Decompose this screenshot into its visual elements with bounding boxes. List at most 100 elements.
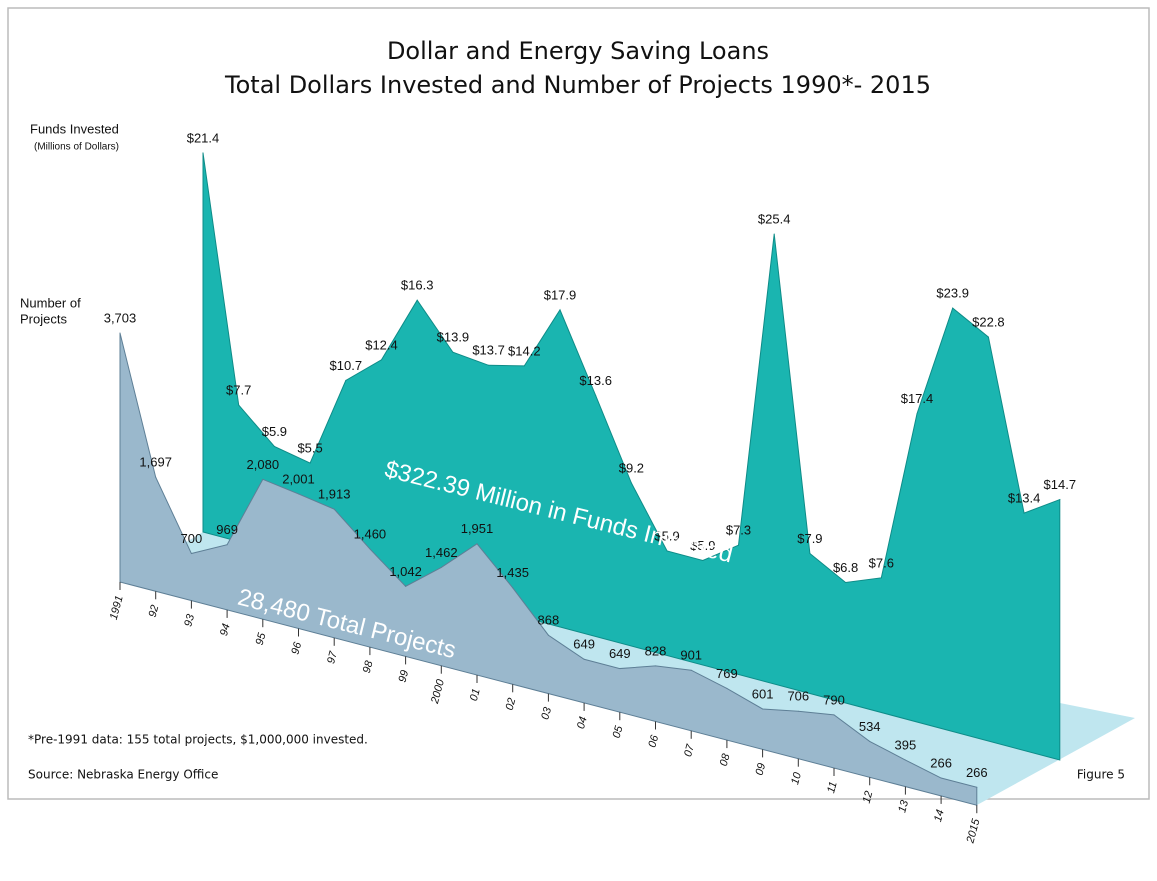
x-tick-label: 03: [539, 705, 554, 721]
x-tick-label: 92: [147, 604, 162, 619]
point: [262, 478, 264, 480]
data-label: $13.7: [472, 343, 505, 358]
data-label: 266: [930, 755, 952, 770]
data-label: $7.9: [797, 531, 822, 546]
point: [440, 566, 442, 568]
legend-label: Number of: [20, 295, 81, 310]
data-label: $17.4: [901, 391, 934, 406]
point: [762, 708, 764, 710]
data-label: 2,080: [247, 457, 280, 472]
point: [452, 351, 454, 353]
data-label: $23.9: [936, 286, 969, 301]
area: [202, 152, 1061, 761]
point: [987, 336, 989, 338]
point: [488, 364, 490, 366]
point: [583, 658, 585, 660]
x-tick-label: 02: [504, 697, 519, 712]
point: [119, 332, 121, 334]
data-label: 1,913: [318, 487, 351, 502]
data-label: 3,703: [104, 310, 137, 325]
point: [940, 777, 942, 779]
point: [369, 548, 371, 550]
point: [416, 299, 418, 301]
point: [666, 550, 668, 552]
data-label: $5.9: [690, 538, 715, 553]
footnote: *Pre-1991 data: 155 total projects, $1,0…: [28, 733, 368, 747]
chart-title: Total Dollars Invested and Number of Pro…: [224, 71, 931, 99]
data-label: 1,460: [354, 526, 387, 541]
x-tick-label: 99: [397, 669, 412, 684]
legend-label: Projects: [20, 311, 67, 326]
data-label: 266: [966, 765, 988, 780]
point: [238, 404, 240, 406]
data-label: $14.7: [1044, 477, 1077, 492]
point: [523, 365, 525, 367]
data-label: $17.9: [544, 287, 577, 302]
x-tick-label: 08: [718, 752, 733, 768]
point: [880, 577, 882, 579]
x-tick-label: 94: [218, 622, 233, 637]
point: [976, 786, 978, 788]
data-label: 395: [895, 737, 917, 752]
figure-label: Figure 5: [1077, 768, 1125, 782]
point: [952, 307, 954, 309]
point: [702, 559, 704, 561]
data-label: 769: [716, 666, 738, 681]
x-tick-label: 01: [468, 687, 483, 702]
data-label: 1,435: [496, 565, 529, 580]
x-tick-label: 11: [825, 780, 840, 794]
point: [476, 543, 478, 545]
point: [809, 553, 811, 555]
x-tick-label: 06: [646, 733, 661, 749]
point: [869, 740, 871, 742]
legend-label: (Millions of Dollars): [34, 142, 119, 153]
point: [1023, 512, 1025, 514]
data-label: $13.6: [579, 373, 612, 388]
point: [595, 395, 597, 397]
x-tick-label: 13: [896, 798, 911, 814]
x-tick-label: 14: [932, 808, 947, 823]
data-label: 649: [573, 637, 595, 652]
x-tick-label: 05: [611, 724, 626, 740]
point: [690, 669, 692, 671]
x-tick-label: 09: [754, 762, 769, 777]
data-label: 790: [823, 692, 845, 707]
data-label: 868: [538, 613, 560, 628]
data-label: $5.9: [262, 424, 287, 439]
point: [619, 668, 621, 670]
data-label: 1,951: [461, 521, 494, 536]
point: [155, 476, 157, 478]
point: [273, 445, 275, 447]
source: Source: Nebraska Energy Office: [28, 768, 218, 782]
data-label: $22.8: [972, 315, 1005, 330]
point: [298, 493, 299, 495]
point: [547, 634, 549, 636]
legend-label: Funds Invested: [30, 121, 119, 136]
point: [845, 582, 847, 584]
x-tick-label: 93: [182, 612, 197, 628]
data-label: $25.4: [758, 211, 791, 226]
data-label: $7.6: [869, 555, 894, 570]
data-label: 700: [181, 531, 203, 546]
x-tick-label: 12: [861, 790, 876, 805]
data-label: $7.7: [226, 383, 251, 398]
point: [738, 544, 739, 546]
point: [202, 152, 204, 154]
chart-title: Dollar and Energy Saving Loans: [387, 37, 769, 65]
point: [559, 309, 561, 311]
data-label: 1,042: [389, 564, 422, 579]
data-label: 969: [216, 522, 238, 537]
point: [512, 587, 514, 589]
point: [381, 359, 382, 361]
x-tick-label: 04: [575, 715, 590, 730]
point: [916, 413, 918, 415]
point: [726, 687, 728, 689]
point: [797, 710, 799, 712]
point: [833, 714, 835, 716]
data-label: 901: [680, 648, 702, 663]
data-label: 649: [609, 646, 631, 661]
data-label: 601: [752, 686, 774, 701]
x-tick-label: 2015: [964, 817, 982, 846]
data-label: $9.2: [619, 460, 644, 475]
